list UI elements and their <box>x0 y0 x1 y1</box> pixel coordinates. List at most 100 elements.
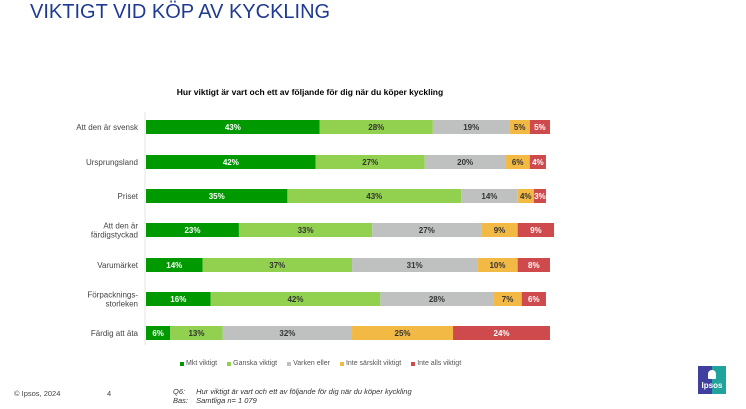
footnote-question: Q6: Hur viktigt är vart och ett av följa… <box>173 387 412 396</box>
bar-segment <box>202 258 353 272</box>
chart-title: Hur viktigt är vart och ett av följande … <box>176 87 444 97</box>
legend-item: Varken eller <box>287 360 330 367</box>
data-label: 43% <box>366 192 382 201</box>
data-label: 6% <box>528 295 540 304</box>
data-label: 28% <box>368 123 384 132</box>
legend-item: Ganska viktigt <box>227 360 277 367</box>
legend-swatch <box>339 361 344 366</box>
bar-segment <box>352 258 478 272</box>
legend-swatch <box>180 361 184 366</box>
bar-segment <box>529 120 550 134</box>
bar-segment <box>222 326 353 340</box>
data-label: 6% <box>512 158 524 167</box>
bar-segment <box>170 326 223 340</box>
data-label: 14% <box>481 192 497 201</box>
bar-segment <box>517 223 555 237</box>
footnote-base: Bas: Samtliga n= 1 079 <box>173 396 257 405</box>
bar-segment <box>315 155 425 169</box>
bar-segment <box>352 326 454 340</box>
bar-segment <box>146 292 211 306</box>
data-label: 19% <box>463 123 479 132</box>
data-label: 4% <box>520 192 532 201</box>
legend-label: Inte särskilt viktigt <box>345 360 402 367</box>
data-label: 24% <box>494 329 510 338</box>
legend-swatch <box>287 361 292 366</box>
category-label: färdigstyckad <box>91 231 138 240</box>
data-label: 32% <box>279 329 295 338</box>
legend-label: Ganska viktigt <box>233 360 278 367</box>
bar-segment <box>509 120 530 134</box>
category-label: Priset <box>118 192 139 201</box>
legend-swatch <box>411 361 416 366</box>
bar-segment <box>146 223 239 237</box>
data-label: 28% <box>429 295 445 304</box>
bar-segment <box>424 155 506 169</box>
data-label: 25% <box>395 329 411 338</box>
bar-segment <box>210 292 381 306</box>
bar-segment <box>517 189 534 203</box>
bar-segment <box>461 189 518 203</box>
data-label: 16% <box>170 295 186 304</box>
data-label: 3% <box>534 192 546 201</box>
bar-segment <box>380 292 494 306</box>
bar-segment <box>146 155 316 169</box>
data-label: 42% <box>287 295 303 304</box>
logo-mark-icon <box>708 370 716 379</box>
data-label: 14% <box>166 261 182 270</box>
data-label: 35% <box>209 192 225 201</box>
footnote-question-label: Q6: <box>173 387 186 396</box>
category-label: Förpacknings- <box>87 291 138 300</box>
bar-segment <box>287 189 462 203</box>
data-label: 9% <box>494 226 506 235</box>
data-label: 9% <box>530 226 542 235</box>
bar-segment <box>432 120 510 134</box>
bar-segment <box>517 258 550 272</box>
data-label: 43% <box>225 123 241 132</box>
data-label: 10% <box>489 261 505 270</box>
legend-label: Varken eller <box>293 360 330 367</box>
data-label: 5% <box>534 123 546 132</box>
chart-legend: Mkt viktigt Ganska viktigt Varken eller Int… <box>180 360 461 367</box>
data-label: 31% <box>407 261 423 270</box>
data-label: 5% <box>514 123 526 132</box>
page-number: 4 <box>107 389 112 398</box>
data-label: 37% <box>269 261 285 270</box>
category-label: Ursprungsland <box>86 158 138 167</box>
data-label: 7% <box>502 295 514 304</box>
ipsos-logo: Ipsos <box>698 366 726 394</box>
bar-segment <box>146 189 288 203</box>
bar-segment <box>238 223 373 237</box>
bar-segment <box>453 326 550 340</box>
legend-item: Inte alls viktigt <box>411 360 461 367</box>
copyright: © Ipsos, 2024 <box>14 389 61 398</box>
data-label: 23% <box>184 226 200 235</box>
bar-segment <box>372 223 482 237</box>
bar-segment <box>146 120 320 134</box>
category-label: Att den är <box>103 222 138 231</box>
footnote-base-label: Bas: <box>173 396 189 405</box>
bar-segment <box>146 258 203 272</box>
footnote-base-text: Samtliga n= 1 079 <box>196 396 257 405</box>
data-label: 27% <box>419 226 435 235</box>
legend-item: Inte särskilt viktigt <box>339 360 402 367</box>
logo-text: Ipsos <box>701 381 723 390</box>
category-label: Varumärket <box>97 261 139 270</box>
bar-segment <box>521 292 546 306</box>
bar-segment <box>319 120 433 134</box>
data-label: 33% <box>298 226 314 235</box>
category-label: Att den är svensk <box>76 123 139 132</box>
legend-swatch <box>227 361 232 366</box>
bar-segment <box>505 155 530 169</box>
data-label: 13% <box>188 329 204 338</box>
bar-segment <box>493 292 522 306</box>
category-label: Färdig att äta <box>91 329 139 338</box>
legend-label: Mkt viktigt <box>186 360 218 367</box>
bar-segment <box>146 326 171 340</box>
page-title: VIKTIGT VID KÖP AV KYCKLING <box>30 1 331 23</box>
bar-segment <box>477 258 518 272</box>
data-label: 8% <box>528 261 540 270</box>
bar-segment <box>529 155 546 169</box>
category-label: storleken <box>106 300 138 309</box>
data-label: 4% <box>532 158 544 167</box>
legend-item: Mkt viktigt <box>180 360 217 367</box>
